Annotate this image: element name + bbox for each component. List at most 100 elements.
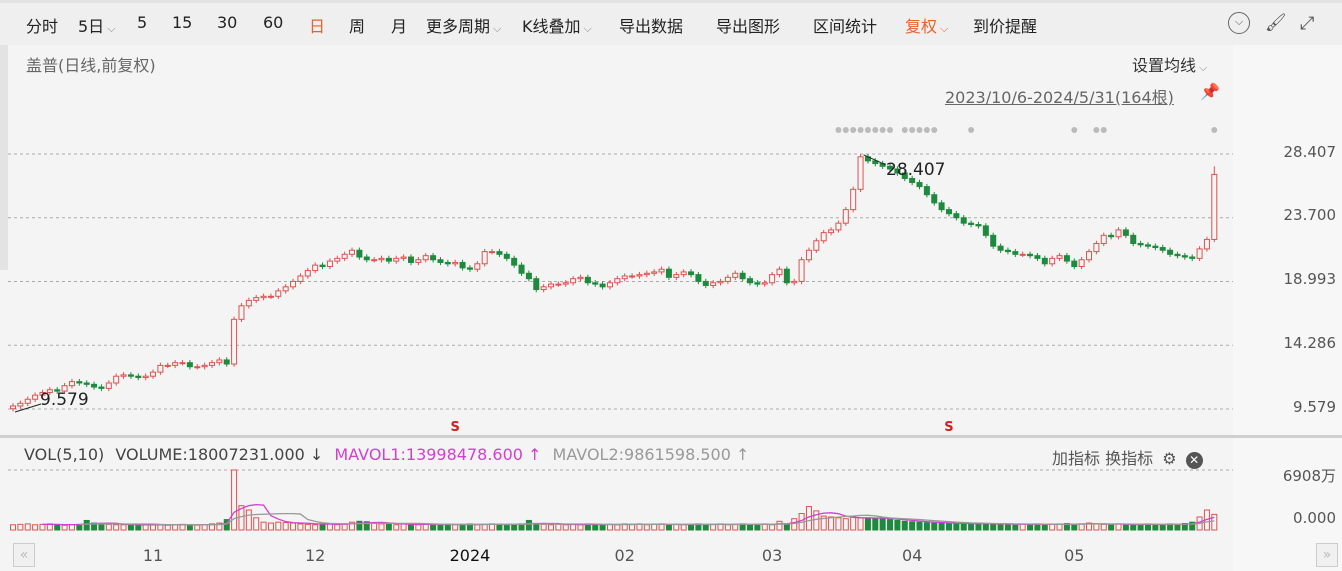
range-stats-button[interactable]: 区间统计 <box>813 17 878 36</box>
candle-body <box>46 389 53 393</box>
fullscreen-icon[interactable]: ⤢ <box>1300 13 1315 34</box>
candle-body <box>105 382 112 389</box>
tab-15min[interactable]: 15 <box>172 13 193 32</box>
close-icon[interactable]: ✕ <box>1185 452 1203 469</box>
brush-icon[interactable]: 🖌 <box>1265 13 1287 33</box>
date-label: 12 <box>304 546 326 565</box>
candle-body <box>754 282 761 285</box>
tab-5day[interactable]: 5日 ⌵ <box>78 13 116 37</box>
candle-body <box>466 267 473 270</box>
more-periods-dropdown[interactable]: 更多周期 ⌵ <box>426 13 501 37</box>
export-chart-button[interactable]: 导出图形 <box>716 17 781 36</box>
volume-bar <box>879 518 886 531</box>
volume-bar <box>747 524 753 531</box>
volume-bar <box>430 523 437 531</box>
volume-bar <box>702 524 709 531</box>
candle-body <box>186 362 193 368</box>
candle-body <box>658 268 665 273</box>
tab-30min[interactable]: 30 <box>217 13 238 32</box>
kline-overlay-dropdown[interactable]: K线叠加 ⌵ <box>522 13 592 37</box>
candle-body <box>164 364 171 367</box>
volume-bar <box>732 523 739 531</box>
date-range-link[interactable]: 2023/10/6-2024/5/31(164根) <box>945 88 1174 107</box>
candle-body <box>916 182 923 188</box>
switch-indicator-button[interactable]: 换指标 <box>1105 449 1154 468</box>
candle-body <box>599 283 606 288</box>
volume-bar <box>606 523 613 531</box>
candle-body <box>621 275 628 280</box>
candle-body <box>842 209 849 224</box>
volume-bar <box>754 523 761 531</box>
event-marker-icon <box>916 127 923 133</box>
volume-bar <box>253 517 260 531</box>
candle-body <box>422 255 429 261</box>
gear-icon[interactable]: ⚙ <box>1162 449 1177 468</box>
candle-body <box>393 257 400 262</box>
volume-bar <box>481 523 488 531</box>
candle-body <box>68 381 75 387</box>
candle-body <box>201 364 208 368</box>
date-label: 02 <box>614 546 635 565</box>
volume-bar <box>61 524 68 531</box>
candle-body <box>540 286 547 291</box>
candle-body <box>931 194 938 204</box>
tab-5min[interactable]: 5 <box>137 13 148 32</box>
set-ma-label: 设置均线 <box>1132 56 1197 75</box>
candle-body <box>982 225 989 236</box>
candle-body <box>651 271 658 274</box>
tab-monthly[interactable]: 月 <box>391 17 408 36</box>
export-data-button[interactable]: 导出数据 <box>619 17 684 36</box>
candle-body <box>1004 249 1011 253</box>
volume-bar <box>724 524 731 531</box>
event-marker-icon <box>968 127 975 133</box>
adjust-dropdown[interactable]: 复权 ⌵ <box>905 13 948 37</box>
price-tick: 28.407 <box>1283 143 1337 161</box>
indicator-controls: 加指标 换指标 ⚙ ✕ <box>1052 445 1203 469</box>
volume-bar <box>665 524 672 531</box>
candle-body <box>378 257 385 261</box>
event-marker-icon <box>864 127 871 133</box>
chevron-down-icon: ⌵ <box>1199 61 1208 74</box>
tab-5day-label: 5日 <box>78 17 105 36</box>
tab-intraday[interactable]: 分时 <box>26 17 59 36</box>
volume-bar <box>997 523 1004 531</box>
candle-body <box>1086 251 1093 261</box>
pin-icon[interactable]: 📌 <box>1200 82 1220 101</box>
volume-bar <box>592 523 599 531</box>
volume-bar <box>32 524 39 531</box>
candle-body <box>1159 247 1166 251</box>
set-ma-dropdown[interactable]: 设置均线 ⌵ <box>1132 52 1207 76</box>
candle-body <box>1137 242 1144 246</box>
price-axis: 28.407 23.700 18.993 14.286 9.579 6908万 … <box>1233 45 1342 571</box>
volume-bar <box>1012 524 1019 531</box>
candle-body <box>1122 229 1129 236</box>
tab-weekly[interactable]: 周 <box>349 17 366 36</box>
tab-60min[interactable]: 60 <box>263 13 284 32</box>
high-arrow <box>863 154 886 166</box>
candle-body <box>216 359 223 364</box>
scroll-left-button[interactable]: « <box>13 543 35 567</box>
chevron-down-icon: ⌵ <box>493 22 502 35</box>
volume-bar <box>415 524 422 531</box>
candle-body <box>1056 255 1063 259</box>
candle-body <box>1078 259 1085 268</box>
circle-chevron-down-icon[interactable]: ⌵ <box>1228 12 1250 34</box>
candle-body <box>150 371 157 377</box>
price-alert-button[interactable]: 到价提醒 <box>973 17 1038 36</box>
volume-bar <box>857 517 864 531</box>
mavol2-line <box>79 512 1215 526</box>
tab-daily[interactable]: 日 <box>309 17 326 36</box>
add-indicator-button[interactable]: 加指标 <box>1052 449 1101 468</box>
volume-bar <box>1093 523 1100 531</box>
candle-body <box>1174 253 1181 257</box>
volume-bar <box>17 523 24 531</box>
low-price-annotation: 9.579 <box>40 390 89 410</box>
volume-bar <box>275 521 282 531</box>
panel-divider[interactable] <box>0 435 1342 438</box>
volume-bar <box>378 523 385 531</box>
candle-body <box>481 251 488 265</box>
candle-body <box>444 261 451 265</box>
candle-body <box>1100 234 1107 244</box>
scroll-right-button[interactable]: » <box>1316 543 1338 567</box>
